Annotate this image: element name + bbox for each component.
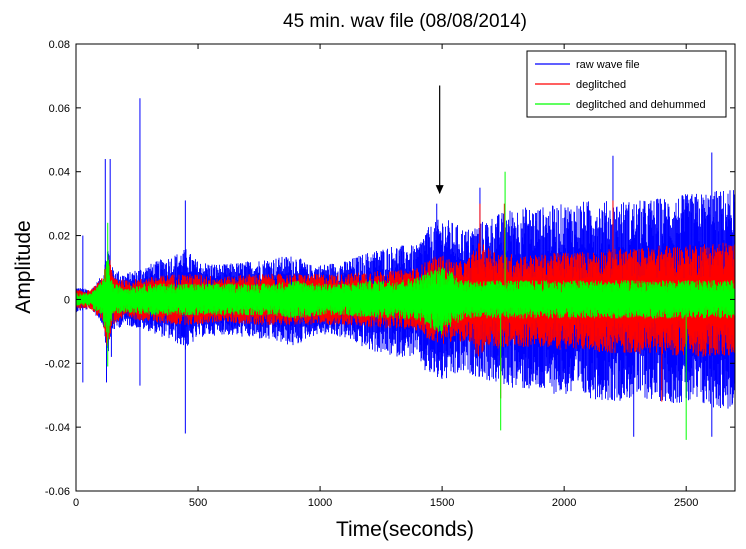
x-tick-label: 2500 xyxy=(674,497,698,509)
y-tick-label: -0.04 xyxy=(45,422,70,434)
series-2 xyxy=(76,171,735,440)
x-tick-label: 500 xyxy=(189,497,207,509)
arrow-head xyxy=(435,185,444,195)
series-layer xyxy=(76,98,735,440)
x-tick-label: 1000 xyxy=(308,497,332,509)
y-axis-label: Amplitude xyxy=(12,220,35,313)
y-tick-label: 0.08 xyxy=(49,39,70,51)
x-tick-label: 0 xyxy=(73,497,79,509)
x-tick-label: 2000 xyxy=(552,497,576,509)
x-axis-ticks: 0 500 1000 1500 2000 2500 xyxy=(73,44,698,509)
y-tick-label: 0.04 xyxy=(49,167,70,179)
y-tick-label: -0.06 xyxy=(45,486,70,498)
x-axis-label: Time(seconds) xyxy=(336,518,474,541)
legend-label-raw: raw wave file xyxy=(576,59,640,71)
legend: raw wave file deglitched deglitched and … xyxy=(526,50,727,118)
y-tick-label: 0.02 xyxy=(49,231,70,243)
y-tick-label: 0 xyxy=(64,294,70,306)
x-tick-label: 1500 xyxy=(430,497,454,509)
y-tick-label: -0.02 xyxy=(45,358,70,370)
y-tick-label: 0.06 xyxy=(49,103,70,115)
axes-box xyxy=(75,43,736,492)
chart-title: 45 min. wav file (08/08/2014) xyxy=(283,11,527,32)
arrow-annotation xyxy=(435,85,444,195)
y-axis-ticks: -0.06 -0.04 -0.02 0 0.02 0.04 0.06 0.08 xyxy=(45,39,735,498)
series-trace-2 xyxy=(76,259,735,339)
legend-label-dehummed: deglitched and dehummed xyxy=(576,99,706,111)
legend-label-deglitched: deglitched xyxy=(576,79,626,91)
